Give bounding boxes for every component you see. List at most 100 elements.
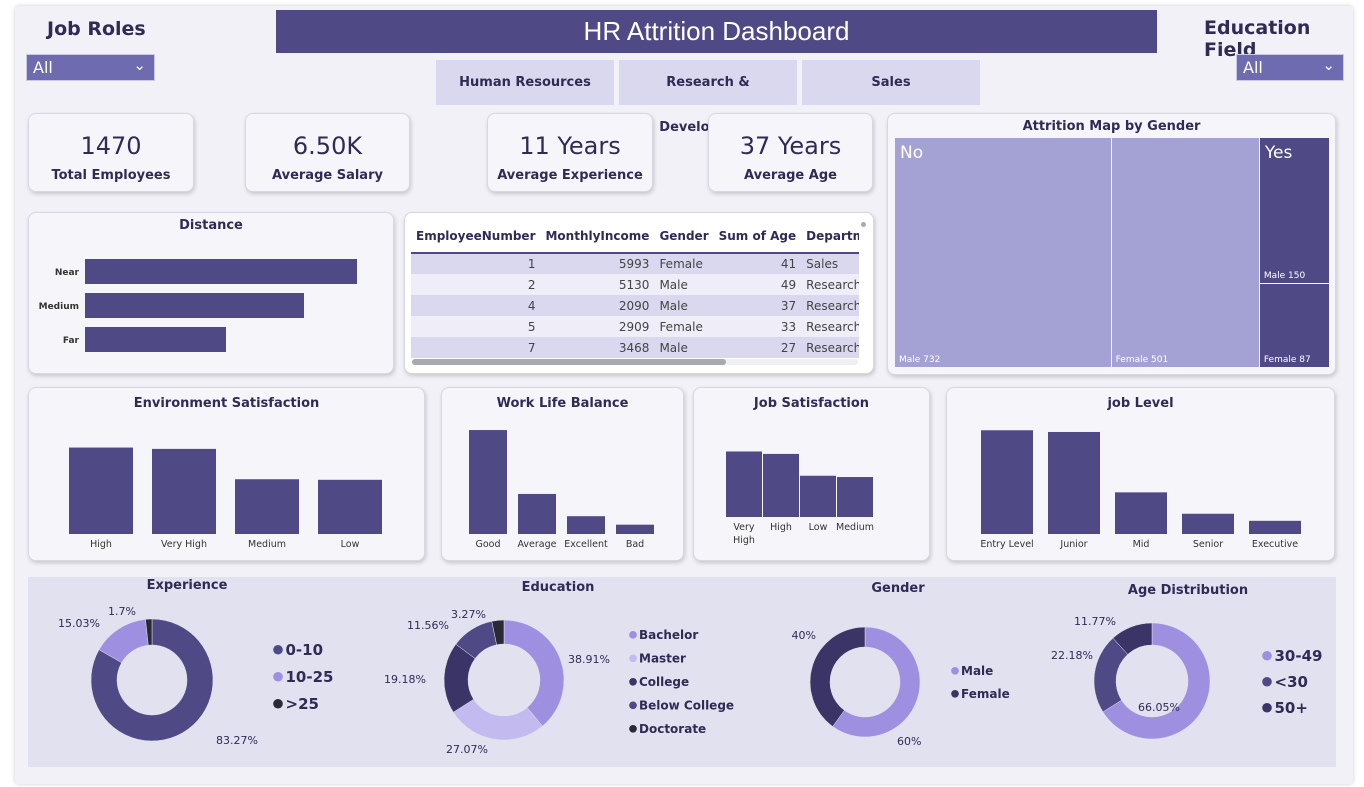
treemap-cell-yes-female[interactable]: Female 87 [1259,283,1329,367]
legend-label: 50+ [1275,699,1308,717]
donut-panel: Experience 83.27% 0-10 15.03% 10-25 1.7% >25 Ed… [28,577,1336,767]
horizontal-scrollbar[interactable] [412,359,858,365]
legend-label: Male [961,664,993,678]
data-label: 3.27% [451,608,486,621]
donut-slice [453,698,543,741]
donut-slice [145,618,153,646]
data-label: 40% [792,629,816,642]
bar [518,493,556,534]
column-header[interactable]: Gender [654,219,714,254]
scrollbar-thumb[interactable] [412,359,726,365]
kpi-total-employees: 1470 Total Employees [28,113,194,192]
treemap-label: Male 150 [1263,270,1306,281]
table-row[interactable]: 1 5993 Female 41 Sales [411,253,859,274]
legend-label: 0-10 [286,641,324,659]
donut-slice [1102,622,1211,740]
job-level-card: job Level Entry Level Junior Mid Senior Execu… [946,387,1335,561]
legend-marker [629,654,637,663]
bar [85,293,304,318]
kpi-average-experience: 11 Years Average Experience [487,113,653,192]
treemap-title: Attrition Map by Gender [1022,119,1201,134]
table-cell: Research & Develop [801,295,859,316]
legend-label: Bachelor [639,628,698,642]
treemap-cell-no-female[interactable]: Female 501 [1111,138,1259,367]
data-label: 38.91% [568,653,610,666]
data-label: 60% [897,735,921,748]
donut-title: Experience [147,578,228,593]
column-header[interactable]: MonthlyIncome [540,219,655,254]
education-field-value: All [1243,58,1263,77]
chevron-down-icon: ⌄ [133,56,146,74]
treemap-cell-no-male[interactable]: No Male 732 [895,138,1111,367]
data-label: 11.77% [1074,615,1116,628]
table-cell: 4 [411,295,541,316]
table-cell: Male [654,295,714,316]
legend-marker [273,644,283,655]
chart-title: Job Satisfaction [753,396,870,411]
bar-label: High [733,535,755,546]
legend-label: <30 [1275,673,1308,691]
distance-chart: Near Medium Far [39,259,357,352]
chart-title: job Level [1107,396,1174,411]
environment-satisfaction-card: Environment Satisfaction High Very High Med… [28,387,425,561]
bar-label: Medium [836,522,874,533]
bar-label: Low [809,522,828,533]
kpi-label: Average Experience [497,168,643,183]
bar [1182,513,1234,534]
table-cell: 5130 [540,274,655,295]
table-cell: 7 [411,337,541,358]
table-cell: 33 [713,316,802,337]
treemap-cell-yes-male[interactable]: Yes Male 150 [1259,138,1329,283]
vertical-scrollbar[interactable] [861,222,866,227]
column-header[interactable]: Department [801,219,859,254]
education-field-dropdown[interactable]: All ⌄ [1236,54,1344,81]
bar-label: Average [517,539,556,550]
job-roles-dropdown[interactable]: All ⌄ [26,54,155,81]
data-label: 66.05% [1138,701,1180,714]
legend-marker [1262,650,1272,661]
bar-label: Medium [248,539,286,550]
dept-button-rd[interactable]: Research & Development [619,60,797,135]
bar [152,448,216,534]
dept-button-sales[interactable]: Sales [802,60,980,105]
donut-slice [491,619,505,646]
legend-marker [951,689,959,698]
treemap-label: Female 87 [1263,354,1311,365]
chart-title: Environment Satisfaction [133,396,320,411]
bar-label: Entry Level [980,539,1033,550]
table-cell: Sales [801,253,859,274]
chart-title: Work Life Balance [496,396,629,411]
dept-button-hr[interactable]: Human Resources [436,60,614,105]
page-title: HR Attrition Dashboard [276,10,1157,53]
bar-label: Very [733,522,755,533]
bar-label: Medium [39,302,79,312]
legend-label: >25 [286,695,319,713]
legend-label: 10-25 [286,668,334,686]
treemap-label: Yes [1264,143,1293,163]
column-header[interactable]: Sum of Age [713,219,802,254]
table-cell: Male [654,337,714,358]
legend-marker [629,677,637,686]
bar-label: Bad [626,539,644,550]
bar-label: Excellent [564,539,608,550]
legend-label: Doctorate [639,722,706,736]
table-cell: Female [654,253,714,274]
donut-title: Education [522,580,595,595]
legend-label: College [639,675,689,689]
kpi-label: Average Salary [272,168,383,183]
bar [69,447,133,534]
bar [85,259,357,284]
kpi-value: 1470 [80,132,142,160]
donut-title: Age Distribution [1128,583,1248,598]
legend-marker [273,698,283,709]
kpi-average-age: 37 Years Average Age [708,113,873,192]
data-label: 22.18% [1051,649,1093,662]
bar [726,451,762,517]
data-label: 27.07% [446,743,488,756]
table-cell: 27 [713,337,802,358]
column-header[interactable]: EmployeeNumber [411,219,541,254]
